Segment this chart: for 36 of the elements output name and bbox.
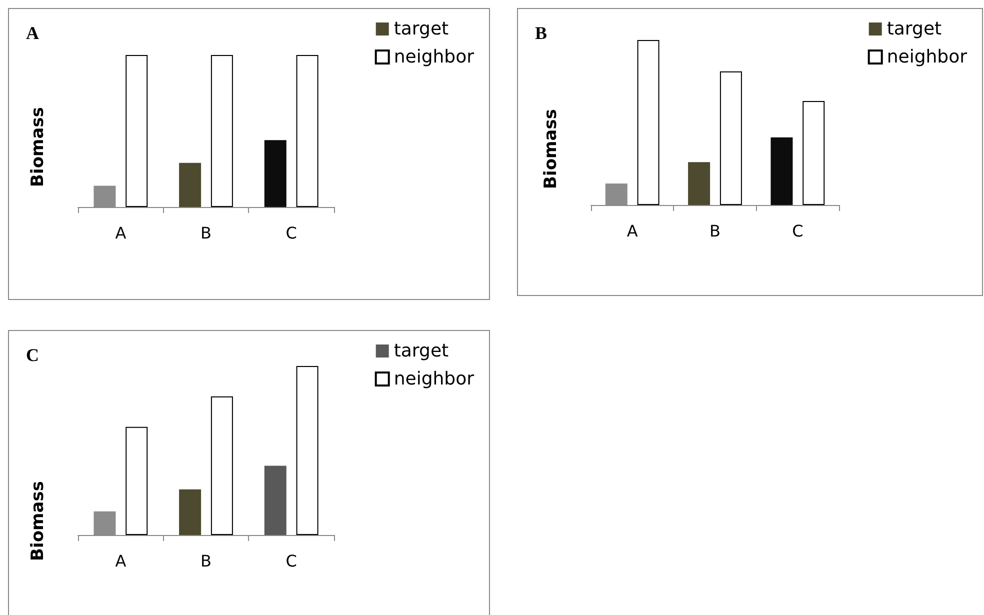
bar bbox=[264, 140, 286, 207]
y-axis-title: Biomass bbox=[541, 109, 561, 189]
bar bbox=[720, 71, 742, 205]
bar bbox=[637, 40, 660, 205]
legend-label: target bbox=[886, 18, 942, 40]
x-tick-label: B bbox=[200, 552, 212, 570]
chart-title: B bbox=[535, 23, 548, 43]
legend-label: target bbox=[394, 340, 449, 362]
y-axis-title: Biomass bbox=[28, 481, 48, 561]
bar bbox=[770, 137, 793, 205]
bar bbox=[179, 489, 202, 535]
x-tick-label: A bbox=[115, 224, 126, 242]
chart-title: A bbox=[26, 23, 39, 43]
x-tick-label: A bbox=[626, 222, 638, 240]
bar bbox=[126, 55, 148, 207]
bar bbox=[264, 466, 286, 535]
x-tick-label: C bbox=[286, 224, 297, 242]
x-tick-label: A bbox=[115, 552, 126, 570]
x-tick-label: B bbox=[200, 224, 212, 242]
bar bbox=[179, 162, 202, 207]
bar bbox=[688, 162, 710, 205]
chart-title: C bbox=[26, 345, 39, 365]
legend-label: neighbor bbox=[886, 46, 968, 68]
bar bbox=[802, 101, 825, 205]
bar bbox=[210, 396, 233, 535]
x-tick-label: B bbox=[710, 222, 720, 240]
bar bbox=[296, 55, 318, 207]
x-tick-label: C bbox=[286, 552, 297, 570]
legend-label: target bbox=[394, 18, 449, 40]
x-tick-label: C bbox=[792, 222, 804, 240]
bar bbox=[210, 55, 233, 207]
y-axis-title: Biomass bbox=[28, 107, 48, 187]
bar bbox=[126, 426, 148, 535]
legend-label: neighbor bbox=[394, 46, 475, 68]
legend-label: neighbor bbox=[394, 368, 475, 390]
bar bbox=[296, 366, 318, 535]
